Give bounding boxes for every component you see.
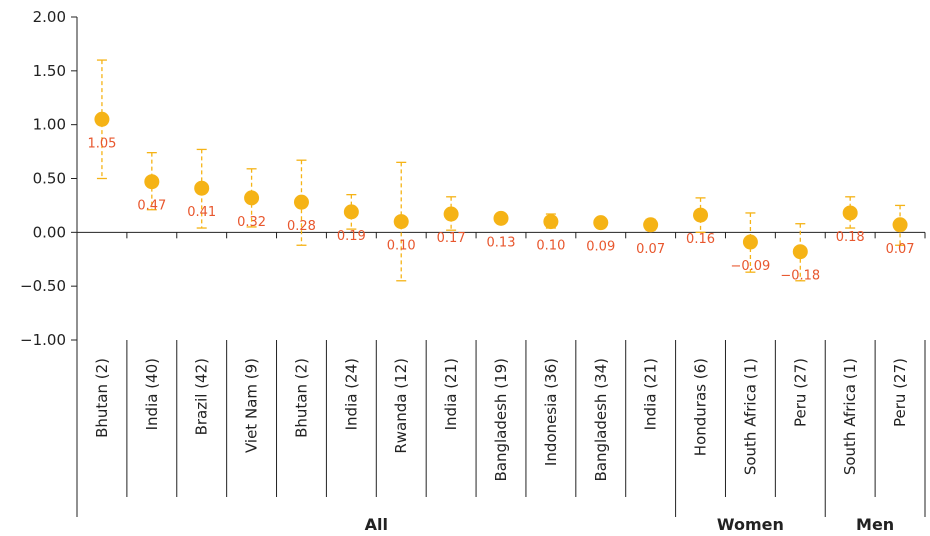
category-label: India (40)	[143, 358, 161, 430]
y-tick-label: 1.50	[33, 62, 66, 80]
group-label: Women	[717, 515, 784, 534]
data-label: 0.19	[337, 229, 366, 244]
data-point	[443, 206, 459, 222]
category-label: Honduras (6)	[692, 358, 710, 456]
y-tick-label: 0.00	[33, 223, 66, 241]
data-label: 0.18	[836, 230, 865, 245]
category-label: Bangladesh (34)	[592, 358, 610, 482]
data-label: −0.09	[730, 259, 770, 274]
data-label: 0.13	[487, 235, 516, 250]
data-label: 0.17	[437, 231, 466, 246]
data-label: 0.10	[536, 239, 565, 254]
data-label: 0.47	[137, 199, 166, 214]
group-labels: All Women Men	[76, 497, 926, 534]
y-tick-label: −1.00	[20, 331, 66, 349]
data-point	[792, 244, 808, 260]
category-label: India (21)	[442, 358, 460, 430]
group-label: All	[365, 515, 388, 534]
data-point	[343, 204, 359, 220]
category-label: Bhutan (2)	[93, 358, 111, 438]
category-label: South Africa (1)	[841, 358, 859, 475]
y-tick-label: 0.50	[33, 170, 66, 188]
data-points	[94, 111, 908, 260]
data-label: 0.41	[187, 205, 216, 220]
data-point	[493, 210, 509, 226]
data-point	[742, 234, 758, 250]
category-label: Peru (27)	[791, 358, 809, 427]
data-label: 0.10	[387, 239, 416, 254]
y-axis: 2.00 1.50 1.00 0.50 0.00 −0.50 −1.00	[20, 8, 78, 349]
y-tick-label: 2.00	[33, 8, 66, 26]
data-point	[194, 180, 210, 196]
category-label: Bhutan (2)	[292, 358, 310, 438]
data-point	[892, 217, 908, 233]
category-label: Rwanda (12)	[392, 358, 410, 454]
data-point	[244, 190, 260, 206]
category-label: Indonesia (36)	[542, 358, 560, 466]
data-label: 0.07	[636, 242, 665, 257]
y-tick-label: −0.50	[20, 277, 66, 295]
data-point	[643, 217, 659, 233]
category-labels: Bhutan (2) India (40) Brazil (42) Viet Nam …	[93, 358, 909, 482]
data-point	[94, 111, 110, 127]
category-label: South Africa (1)	[741, 358, 759, 475]
data-point	[543, 214, 559, 230]
data-point	[144, 174, 160, 190]
data-point	[842, 205, 858, 221]
category-label: India (21)	[642, 358, 660, 430]
category-label: Viet Nam (9)	[243, 358, 261, 453]
group-label: Men	[856, 515, 894, 534]
data-label: 0.32	[237, 215, 266, 230]
data-label: 0.28	[287, 219, 316, 234]
data-point	[293, 194, 309, 210]
data-point	[393, 214, 409, 230]
data-point	[693, 207, 709, 223]
category-label: Brazil (42)	[193, 358, 211, 435]
category-label: Peru (27)	[891, 358, 909, 427]
data-label: 1.05	[87, 136, 116, 151]
category-label: India (24)	[342, 358, 360, 430]
data-label: 0.16	[686, 232, 715, 247]
y-tick-label: 1.00	[33, 116, 66, 134]
category-label: Bangladesh (19)	[492, 358, 510, 482]
data-label: 0.07	[886, 242, 915, 257]
data-label: −0.18	[780, 269, 820, 284]
data-labels: 1.05 0.47 0.41 0.32 0.28 0.19 0.10 0.17 0.13 0.10…	[87, 136, 914, 283]
data-point	[593, 215, 609, 231]
category-separators	[76, 231, 926, 497]
data-label: 0.09	[586, 240, 615, 255]
